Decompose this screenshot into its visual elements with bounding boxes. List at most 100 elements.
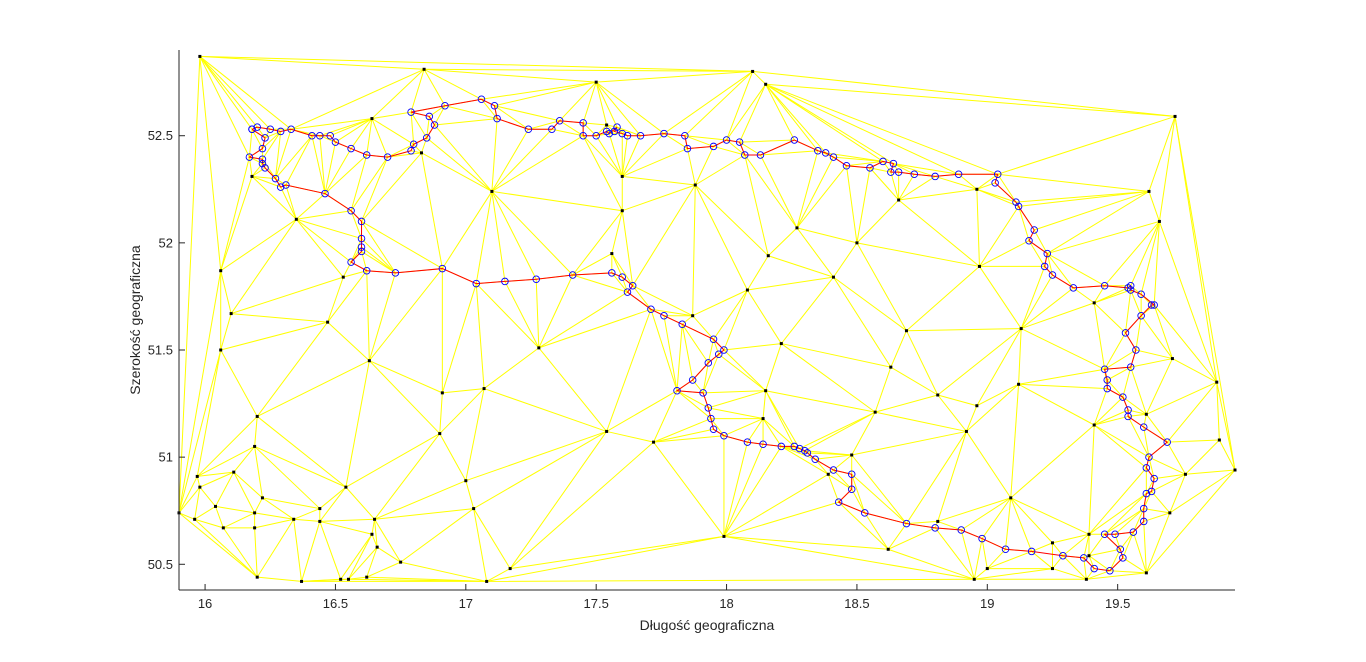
mesh-edge <box>582 135 623 177</box>
mesh-node <box>1050 567 1054 571</box>
boundary-point <box>409 140 418 149</box>
mesh-edge <box>726 71 754 141</box>
mesh-node <box>1170 357 1174 361</box>
mesh-node <box>889 365 893 369</box>
mesh-node <box>485 579 489 583</box>
mesh-edge <box>595 81 665 134</box>
mesh-node <box>341 275 345 279</box>
mesh-edge <box>653 441 725 537</box>
mesh-edge <box>366 546 378 578</box>
boundary-point <box>1119 554 1127 562</box>
mesh-node <box>855 241 859 245</box>
mesh-edge <box>319 521 342 580</box>
mesh-edge <box>796 156 834 229</box>
mesh-edge <box>248 129 253 158</box>
mesh-edge <box>937 431 967 522</box>
mesh-edge <box>1174 116 1236 471</box>
boundary-point <box>673 386 681 395</box>
boundary-point <box>993 170 1002 179</box>
mesh-edge <box>1088 533 1106 557</box>
mesh-edge <box>653 390 678 443</box>
mesh-edge <box>350 156 389 211</box>
mesh-edge <box>559 120 584 137</box>
mesh-edge <box>194 487 201 520</box>
mesh-edge <box>608 133 623 177</box>
mesh-edge <box>251 176 297 220</box>
mesh-edge <box>256 416 347 488</box>
mesh-edge <box>632 285 652 310</box>
mesh-edge <box>254 416 258 447</box>
mesh-node <box>985 567 989 571</box>
mesh-edge <box>327 270 368 323</box>
boundary-point <box>829 466 838 474</box>
boundary-point <box>709 425 718 434</box>
mesh-edge <box>1020 287 1074 329</box>
mesh-edge <box>439 433 467 481</box>
boundary-point <box>842 161 851 170</box>
mesh-node <box>761 417 765 421</box>
mesh-edge <box>723 343 782 351</box>
mesh-edge <box>220 176 253 271</box>
mesh-edge <box>1158 116 1176 222</box>
boundary-point <box>1111 530 1119 539</box>
mesh-edge <box>973 568 988 580</box>
mesh-edge <box>1127 416 1150 458</box>
mesh-edge <box>781 445 816 460</box>
mesh-node <box>438 432 442 436</box>
boundary-point <box>1124 284 1132 292</box>
boundary-point <box>1145 453 1153 461</box>
mesh-edge <box>976 189 980 267</box>
mesh-edge <box>979 206 1020 267</box>
boundary-point <box>1126 363 1135 371</box>
mesh-edge <box>473 508 488 582</box>
boundary-point <box>1119 393 1127 401</box>
mesh-edge <box>233 471 256 514</box>
mesh-edge <box>966 431 1012 499</box>
boundary-point <box>1069 284 1078 292</box>
mesh-edge <box>906 431 967 524</box>
mesh-edge <box>1020 274 1053 329</box>
mesh-node <box>850 453 854 457</box>
mesh-node <box>260 496 264 500</box>
mesh-edge <box>1093 302 1126 334</box>
mesh-edge <box>387 143 414 158</box>
mesh-node <box>964 429 968 433</box>
x-tick-label: 19.5 <box>1105 596 1130 611</box>
mesh-edge <box>1169 474 1186 514</box>
mesh-edge <box>1130 366 1147 415</box>
mesh-edge <box>681 324 694 381</box>
mesh-edge <box>582 135 623 211</box>
mesh-node <box>367 359 371 363</box>
mesh-edge <box>1085 568 1095 580</box>
mesh-edge <box>621 276 628 293</box>
mesh-edge <box>707 339 715 363</box>
mesh-edge <box>421 137 428 154</box>
mesh-edge <box>348 546 378 580</box>
boundary-point <box>1043 249 1052 258</box>
mesh-edge <box>1140 221 1160 295</box>
boundary-point <box>759 440 767 449</box>
mesh-edge <box>491 128 553 192</box>
mesh-node <box>1183 472 1187 476</box>
mesh-edge <box>752 71 767 85</box>
boundary-point <box>579 119 587 127</box>
boundary-point <box>1137 290 1145 299</box>
mesh-edge <box>1122 396 1147 415</box>
mesh-node <box>605 123 609 127</box>
mesh-edge <box>1083 534 1090 558</box>
mesh-edge <box>374 433 441 520</box>
mesh-edge <box>368 272 396 361</box>
mesh-edge <box>611 210 623 254</box>
mesh-edge <box>856 242 980 267</box>
mesh-edge <box>350 154 368 211</box>
mesh-edge <box>311 135 326 194</box>
mesh-edge <box>1122 557 1147 574</box>
mesh-node <box>422 67 426 71</box>
mesh-edge <box>960 497 1012 531</box>
mesh-edge <box>257 576 302 582</box>
mesh-edge <box>199 56 271 130</box>
mesh-edge <box>1052 555 1064 569</box>
boundary-point <box>1080 554 1088 562</box>
boundary-point <box>1142 464 1151 472</box>
mesh-edge <box>423 68 482 100</box>
